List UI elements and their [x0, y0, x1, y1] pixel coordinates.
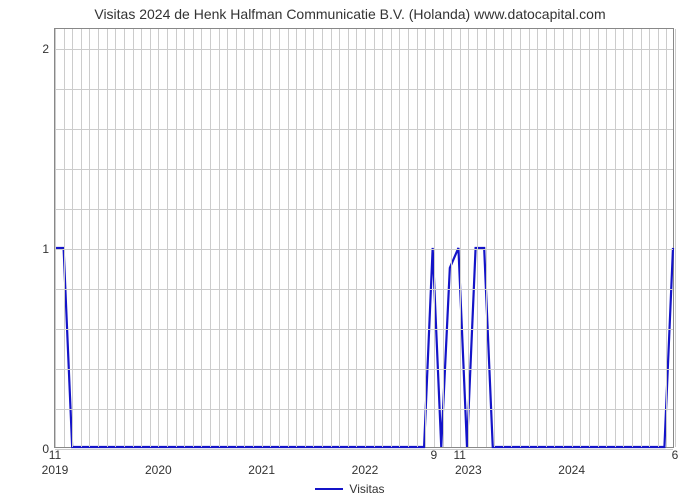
xtick-label: 2020	[145, 447, 172, 477]
gridline-v	[408, 29, 409, 447]
gridline-v	[322, 29, 323, 447]
gridline-v	[227, 29, 228, 447]
gridline-v	[606, 29, 607, 447]
gridline-v	[219, 29, 220, 447]
gridline-v	[511, 29, 512, 447]
xtick-label: 2022	[352, 447, 379, 477]
gridline-v	[365, 29, 366, 447]
gridline-v	[141, 29, 142, 447]
gridline-v	[253, 29, 254, 447]
legend: Visitas	[0, 482, 700, 496]
gridline-v	[262, 29, 263, 447]
gridline-v	[72, 29, 73, 447]
value-label: 11	[49, 447, 61, 462]
gridline-v	[666, 29, 667, 447]
gridline-v	[649, 29, 650, 447]
gridline-v	[399, 29, 400, 447]
gridline-v	[150, 29, 151, 447]
gridline-v	[184, 29, 185, 447]
gridline-v	[288, 29, 289, 447]
gridline-v	[468, 29, 469, 447]
gridline-v	[563, 29, 564, 447]
gridline-v	[374, 29, 375, 447]
gridline-v	[443, 29, 444, 447]
gridline-v	[339, 29, 340, 447]
legend-label: Visitas	[349, 482, 384, 496]
plot-area: 012201920202021202220232024119116	[54, 28, 674, 448]
gridline-v	[391, 29, 392, 447]
gridline-v	[529, 29, 530, 447]
gridline-v	[417, 29, 418, 447]
gridline-v	[632, 29, 633, 447]
visits-chart: Visitas 2024 de Henk Halfman Communicati…	[0, 0, 700, 500]
gridline-v	[658, 29, 659, 447]
gridline-v	[598, 29, 599, 447]
gridline-v	[451, 29, 452, 447]
gridline-v	[546, 29, 547, 447]
gridline-v	[313, 29, 314, 447]
gridline-v	[107, 29, 108, 447]
xtick-label: 2024	[558, 447, 585, 477]
xtick-label: 2021	[248, 447, 275, 477]
chart-title: Visitas 2024 de Henk Halfman Communicati…	[0, 6, 700, 22]
gridline-v	[158, 29, 159, 447]
gridline-v	[486, 29, 487, 447]
gridline-v	[572, 29, 573, 447]
gridline-v	[55, 29, 56, 447]
value-label: 6	[672, 447, 679, 462]
gridline-v	[124, 29, 125, 447]
gridline-v	[675, 29, 676, 447]
ytick-label: 2	[42, 42, 55, 56]
gridline-v	[98, 29, 99, 447]
gridline-v	[348, 29, 349, 447]
gridline-v	[167, 29, 168, 447]
gridline-v	[434, 29, 435, 447]
gridline-v	[425, 29, 426, 447]
gridline-v	[81, 29, 82, 447]
gridline-v	[356, 29, 357, 447]
gridline-v	[64, 29, 65, 447]
gridline-v	[494, 29, 495, 447]
gridline-v	[331, 29, 332, 447]
gridline-v	[244, 29, 245, 447]
gridline-v	[641, 29, 642, 447]
gridline-v	[115, 29, 116, 447]
gridline-v	[537, 29, 538, 447]
gridline-v	[210, 29, 211, 447]
gridline-v	[382, 29, 383, 447]
gridline-v	[133, 29, 134, 447]
gridline-v	[236, 29, 237, 447]
gridline-v	[279, 29, 280, 447]
gridline-v	[477, 29, 478, 447]
gridline-v	[270, 29, 271, 447]
gridline-v	[296, 29, 297, 447]
gridline-v	[520, 29, 521, 447]
gridline-v	[193, 29, 194, 447]
gridline-v	[580, 29, 581, 447]
gridline-v	[615, 29, 616, 447]
gridline-v	[89, 29, 90, 447]
gridline-v	[201, 29, 202, 447]
gridline-v	[176, 29, 177, 447]
value-label: 11	[453, 447, 465, 462]
gridline-v	[589, 29, 590, 447]
gridline-v	[554, 29, 555, 447]
gridline-v	[305, 29, 306, 447]
gridline-v	[460, 29, 461, 447]
legend-swatch	[315, 488, 343, 490]
ytick-label: 1	[42, 242, 55, 256]
gridline-v	[503, 29, 504, 447]
value-label: 9	[431, 447, 438, 462]
gridline-v	[623, 29, 624, 447]
